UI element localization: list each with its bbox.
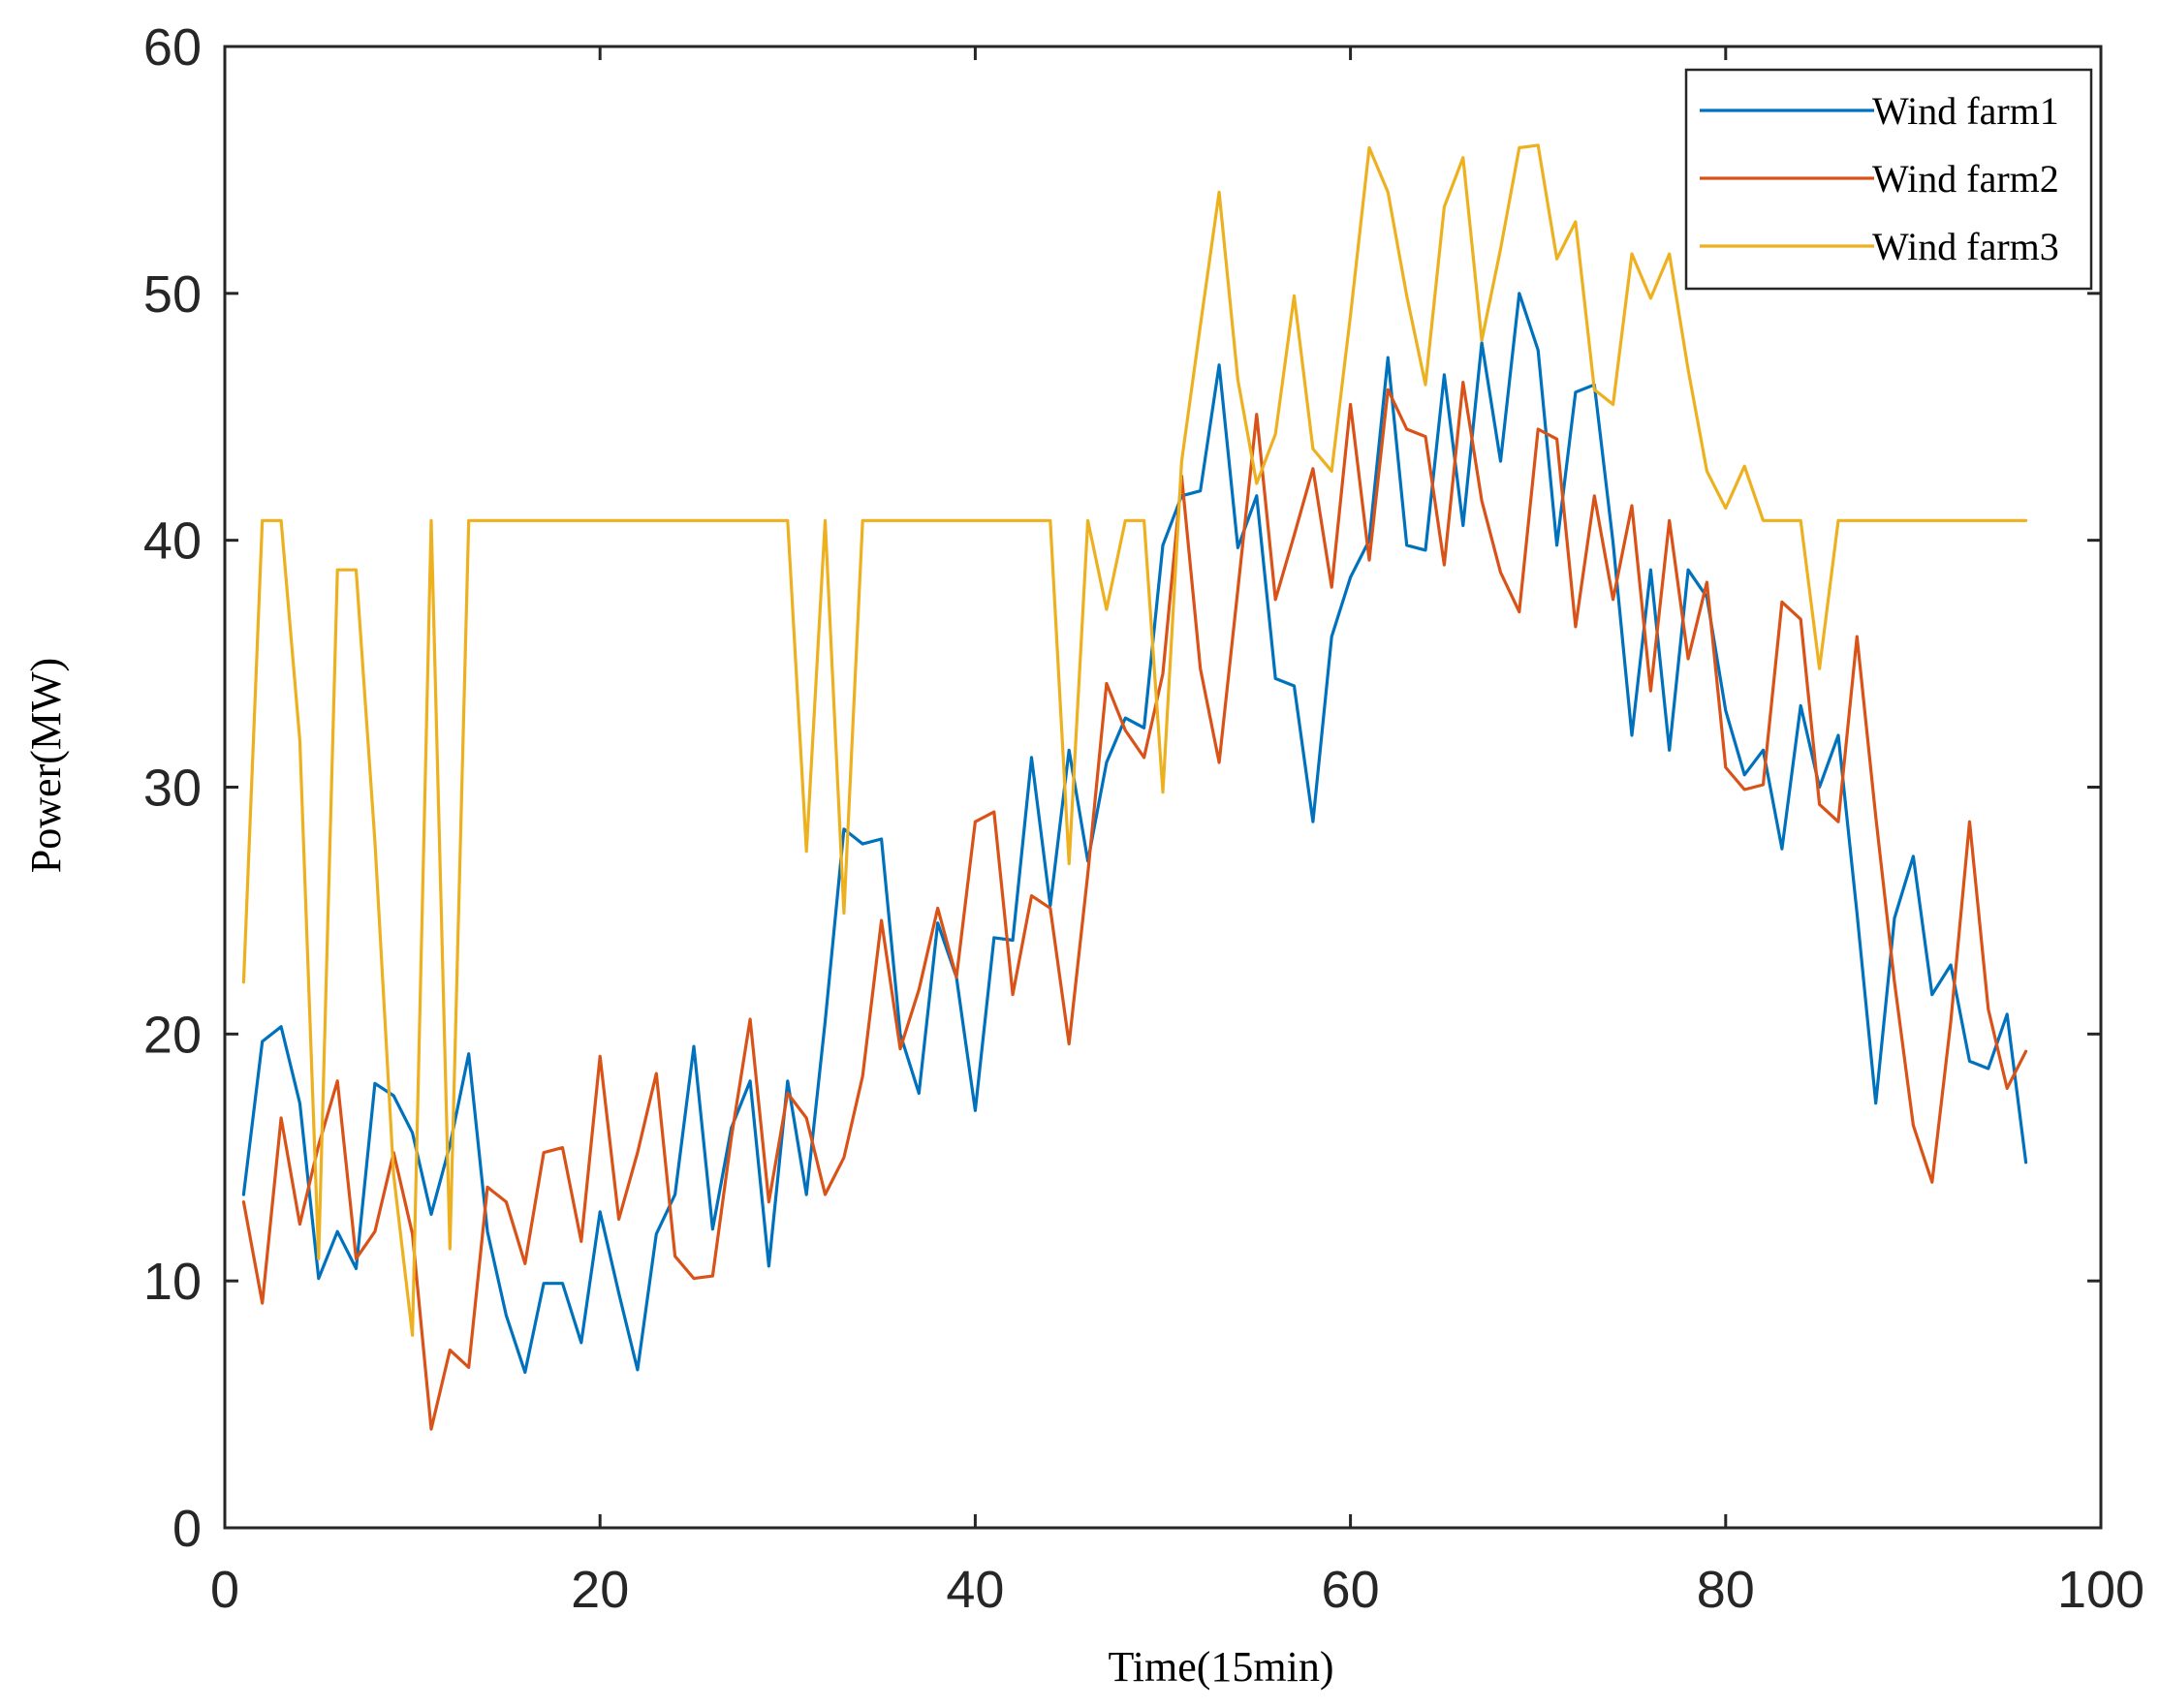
x-tick-label: 0 bbox=[210, 1561, 239, 1619]
series-line-3 bbox=[241, 143, 2028, 1337]
x-tick-label: 60 bbox=[1322, 1561, 1380, 1619]
legend-label-3: Wind farm3 bbox=[1872, 225, 2059, 268]
x-tick-label: 100 bbox=[2057, 1561, 2144, 1619]
axes-layer: 0 20 40 60 80 100 0 10 20 30 40 50 60 bbox=[143, 18, 2144, 1619]
y-tick-label: 40 bbox=[143, 512, 202, 571]
series-line-2 bbox=[241, 381, 2028, 1431]
y-tick-label: 0 bbox=[172, 1500, 202, 1558]
x-tick-label: 40 bbox=[946, 1561, 1004, 1619]
x-axis-title: Time(15min) bbox=[1108, 1643, 1333, 1691]
series-line-1 bbox=[241, 292, 2028, 1375]
legend-label-1: Wind farm1 bbox=[1872, 89, 2059, 133]
y-tick-label: 60 bbox=[143, 18, 202, 77]
y-tick-label: 30 bbox=[143, 760, 202, 818]
y-tick-label: 50 bbox=[143, 265, 202, 324]
y-tick-label: 10 bbox=[143, 1253, 202, 1311]
y-tick-label: 20 bbox=[143, 1006, 202, 1064]
legend-label-2: Wind farm2 bbox=[1872, 157, 2059, 201]
y-axis-title: Power(MW) bbox=[22, 658, 70, 873]
legend: Wind farm1 Wind farm2 Wind farm3 bbox=[1684, 68, 2093, 291]
series-layer bbox=[241, 143, 2028, 1431]
x-tick-label: 80 bbox=[1697, 1561, 1755, 1619]
x-tick-label: 20 bbox=[571, 1561, 629, 1619]
